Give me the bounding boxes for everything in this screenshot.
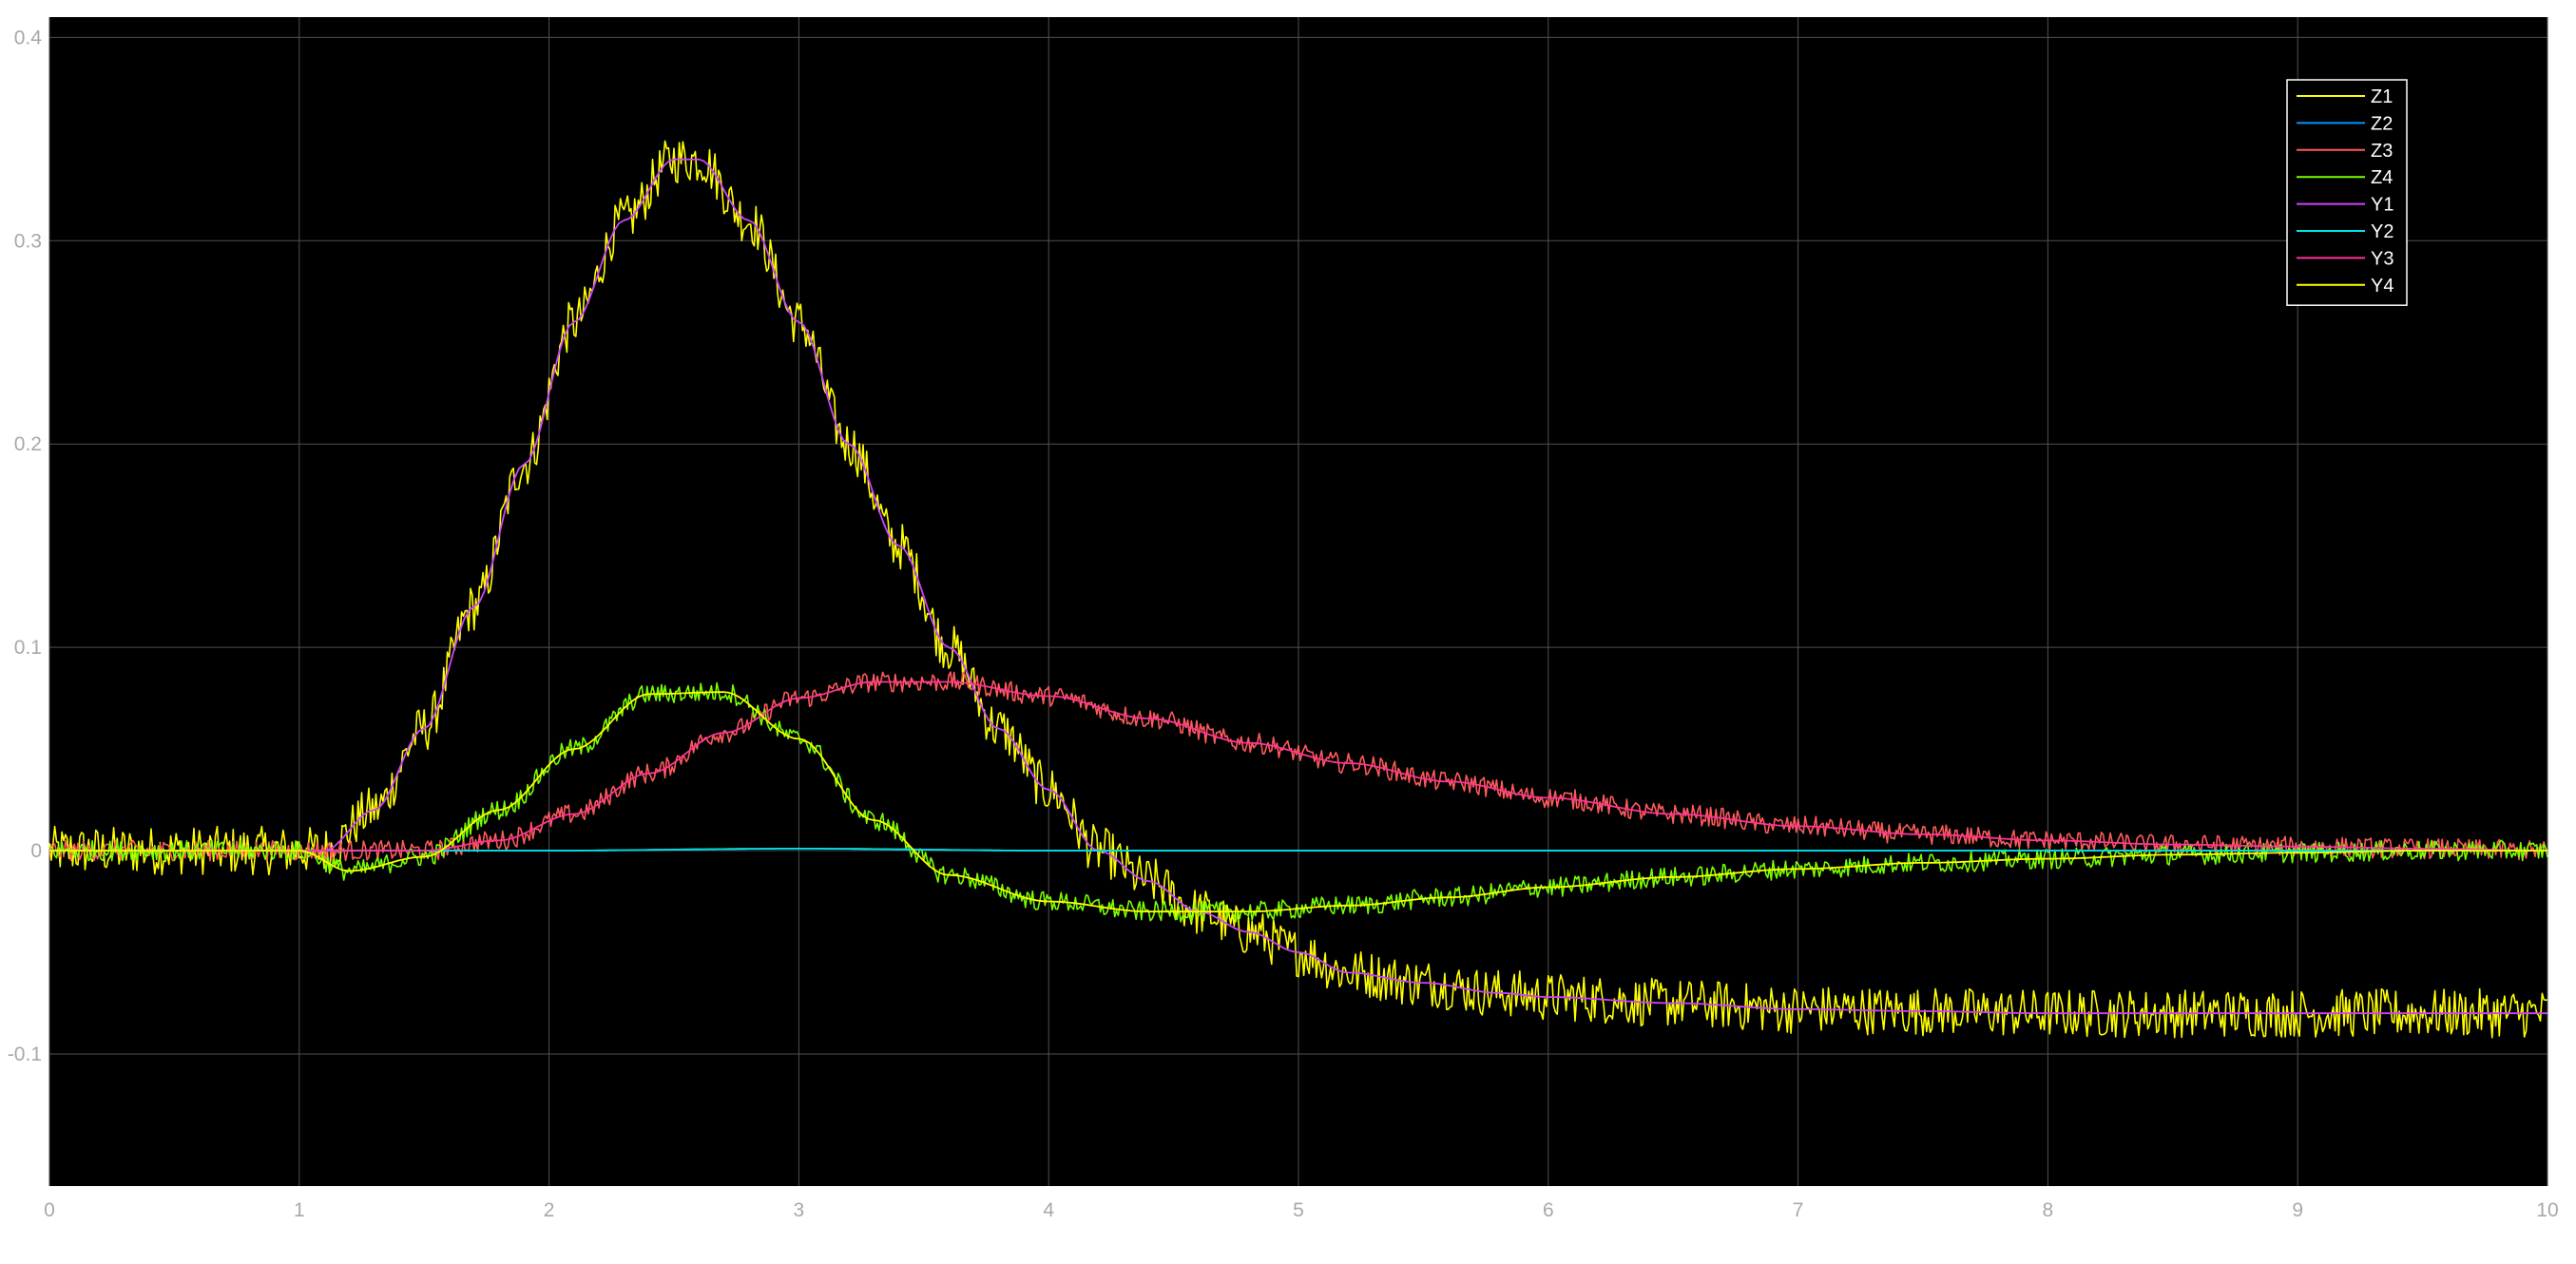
y-tick-label: -0.1 (8, 1044, 42, 1065)
legend-label-y1: Y1 (2371, 195, 2393, 216)
x-tick-label: 6 (1543, 1199, 1554, 1221)
x-tick-label: 1 (294, 1199, 305, 1221)
legend-label-y4: Y4 (2371, 276, 2393, 297)
x-tick-label: 7 (1793, 1199, 1804, 1221)
series-lines (48, 140, 2548, 1039)
x-tick-label: 9 (2292, 1199, 2303, 1221)
x-tick-label: 5 (1293, 1199, 1304, 1221)
series-line-y3 (49, 680, 2547, 852)
series-line-y4 (49, 691, 2547, 913)
y-tick-label: 0.3 (14, 230, 42, 252)
y-tick-label: 0 (30, 840, 42, 862)
series-line-y2 (49, 848, 2547, 852)
x-tick-label: 8 (2043, 1199, 2054, 1221)
y-tick-label: 0.2 (14, 433, 42, 455)
legend: Z1 Z2 Z3 Z4 Y1 Y2 Y3 Y4 (2286, 79, 2408, 306)
legend-label-z4: Z4 (2371, 167, 2393, 188)
y-tick-label: 0.1 (14, 637, 42, 659)
series-line-y1 (49, 158, 2547, 1015)
x-tick-label: 0 (44, 1199, 55, 1221)
legend-label-z1: Z1 (2371, 86, 2393, 107)
series-line-z1 (48, 140, 2548, 1039)
series-line-z4 (48, 681, 2548, 923)
legend-label-z3: Z3 (2371, 141, 2393, 162)
x-tick-label: 10 (2536, 1199, 2558, 1221)
legend-label-z2: Z2 (2371, 113, 2393, 134)
legend-label-y3: Y3 (2371, 248, 2393, 269)
tick-labels: 0 1 2 3 4 5 6 7 8 9 10 -0.1 0 0.1 0.2 0.3 0.4 (8, 27, 2559, 1221)
x-tick-label: 2 (544, 1199, 555, 1221)
legend-box (2286, 79, 2408, 306)
x-tick-label: 4 (1043, 1199, 1054, 1221)
x-tick-label: 3 (794, 1199, 805, 1221)
grid (48, 17, 2548, 1186)
legend-label-y2: Y2 (2371, 221, 2393, 242)
y-tick-label: 0.4 (14, 27, 43, 48)
